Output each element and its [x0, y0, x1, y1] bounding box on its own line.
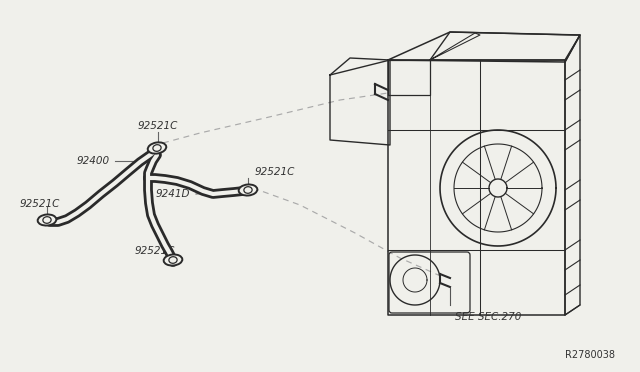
Text: 9241D: 9241D — [156, 189, 190, 199]
Text: 92521C: 92521C — [255, 167, 296, 177]
Text: R2780038: R2780038 — [565, 350, 615, 360]
Text: 92400: 92400 — [77, 156, 110, 166]
Text: SEE SEC.270: SEE SEC.270 — [455, 312, 522, 322]
Ellipse shape — [148, 142, 166, 154]
Ellipse shape — [38, 215, 56, 225]
Ellipse shape — [164, 254, 182, 266]
Text: 92521C: 92521C — [138, 121, 178, 131]
Ellipse shape — [239, 185, 257, 196]
Text: 92521C: 92521C — [135, 246, 175, 256]
Text: 92521C: 92521C — [20, 199, 60, 209]
